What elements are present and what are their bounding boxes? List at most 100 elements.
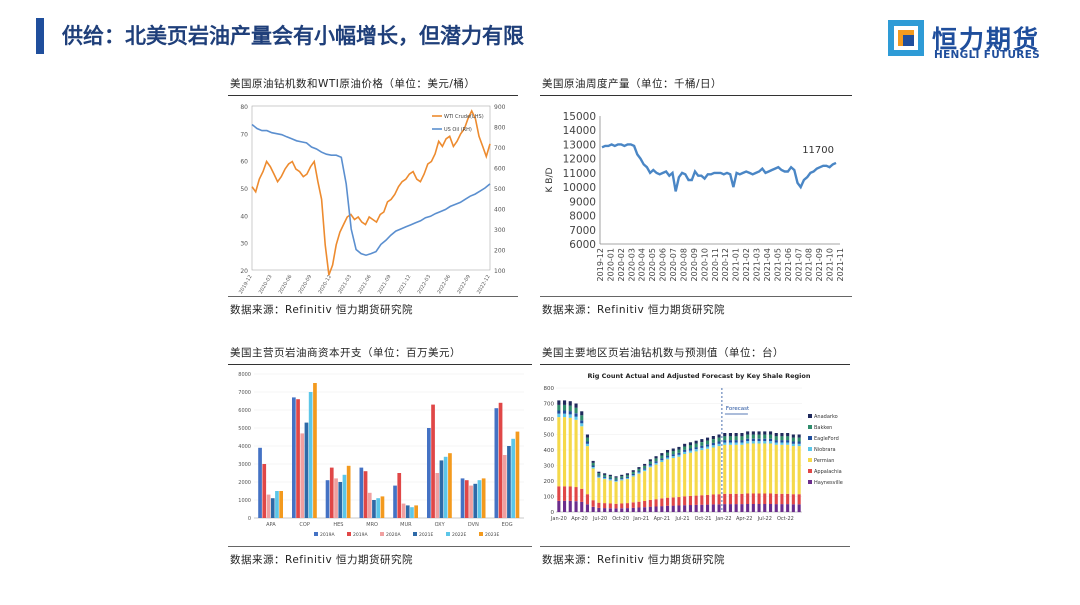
rig-bar-segment-Appalachia bbox=[608, 503, 612, 509]
capex-bar-HES bbox=[346, 465, 351, 518]
rig-bar-segment-Niobrara bbox=[746, 441, 750, 444]
rig-bar-segment-Niobrara bbox=[763, 441, 767, 444]
rig-bar-segment-Haynesville bbox=[614, 508, 618, 512]
rig-bar-segment-Permian bbox=[786, 444, 790, 494]
rig-bar-segment-Appalachia bbox=[769, 493, 773, 504]
x-tick-label: 2021-08 bbox=[805, 248, 814, 281]
company-logo: 恒力期货 HENGLI FUTURES bbox=[888, 20, 1063, 64]
rig-bar-segment-Anadarko bbox=[769, 431, 773, 435]
rig-bar-segment-Niobrara bbox=[603, 477, 607, 480]
rig-bar-segment-Bakken bbox=[688, 445, 692, 449]
page-title: 供给：北美页岩油产量会有小幅增长，但潜力有限 bbox=[62, 24, 524, 48]
rig-bar-segment-Haynesville bbox=[700, 504, 704, 512]
rig-bar-segment-Permian bbox=[614, 481, 618, 504]
rig-bar-segment-EagleFord bbox=[734, 440, 738, 443]
rig-bar-segment-EagleFord bbox=[574, 413, 578, 417]
legend-swatch bbox=[347, 532, 351, 536]
right-tick-label: 400 bbox=[494, 207, 506, 214]
rig-bar-segment-Niobrara bbox=[660, 460, 664, 462]
rig-bar-segment-EagleFord bbox=[723, 440, 727, 443]
rig-bar-segment-Niobrara bbox=[580, 423, 584, 427]
rig-bar-segment-Haynesville bbox=[563, 500, 567, 512]
x-tick-label: 2022-09 bbox=[456, 274, 472, 294]
y-axis-label: K B/D bbox=[545, 167, 555, 192]
rig-bar-segment-Permian bbox=[677, 456, 681, 498]
rig-bar-segment-Anadarko bbox=[740, 433, 744, 437]
rig-bar-segment-Anadarko bbox=[597, 471, 601, 474]
rig-bar-segment-Permian bbox=[654, 464, 658, 500]
rig-bar-segment-Haynesville bbox=[694, 504, 698, 512]
y-tick-label: 1000 bbox=[238, 498, 251, 504]
x-tick-label: Jul-21 bbox=[674, 516, 689, 522]
legend-label: 2023E bbox=[485, 532, 499, 538]
rig-bar-segment-Bakken bbox=[654, 458, 658, 462]
x-tick-label: 2020-05 bbox=[648, 248, 657, 281]
rig-bar-segment-EagleFord bbox=[763, 438, 767, 442]
rig-bar-segment-Appalachia bbox=[557, 486, 561, 501]
left-tick-label: 30 bbox=[240, 241, 248, 248]
source-rule bbox=[540, 546, 850, 547]
right-tick-label: 200 bbox=[494, 248, 506, 255]
rig-bar-segment-Bakken bbox=[740, 436, 744, 441]
rig-bar-segment-Niobrara bbox=[780, 442, 784, 445]
rig-bar-segment-Haynesville bbox=[757, 503, 761, 512]
category-label: OXY bbox=[435, 522, 446, 528]
rig-bar-segment-Haynesville bbox=[597, 508, 601, 512]
rig-bar-segment-Anadarko bbox=[797, 434, 801, 438]
x-tick-label: Jul-20 bbox=[592, 516, 607, 522]
rig-bar-segment-Haynesville bbox=[580, 501, 584, 512]
capex-bar-HES bbox=[325, 480, 330, 518]
rig-bar-segment-Niobrara bbox=[688, 450, 692, 453]
rig-bar-segment-Niobrara bbox=[740, 442, 744, 445]
rig-bar-segment-Permian bbox=[769, 443, 773, 494]
source-note: 数据来源：Refinitiv 恒力期货研究院 bbox=[542, 304, 726, 316]
rig-bar-segment-Niobrara bbox=[694, 449, 698, 452]
rig-bar-segment-Permian bbox=[728, 444, 732, 494]
rig-bar-segment-Anadarko bbox=[648, 459, 652, 462]
rig-bar-segment-Anadarko bbox=[780, 433, 784, 437]
series-line-WTI Crude(LHS) bbox=[251, 109, 491, 276]
legend-label: WTI Crude(LHS) bbox=[444, 114, 484, 120]
legend-swatch bbox=[808, 425, 812, 429]
rig-bar-segment-Appalachia bbox=[717, 494, 721, 505]
category-label: COP bbox=[299, 522, 309, 528]
y-tick-label: 15000 bbox=[563, 111, 596, 123]
rig-bar-segment-Anadarko bbox=[563, 400, 567, 405]
rig-bar-segment-Anadarko bbox=[791, 434, 795, 438]
rig-bar-segment-Permian bbox=[557, 417, 561, 487]
rig-bar-segment-EagleFord bbox=[620, 478, 624, 480]
x-tick-label: 2022-06 bbox=[436, 274, 452, 294]
capex-bar-COP bbox=[296, 399, 300, 518]
title-rule bbox=[540, 364, 850, 365]
right-tick-label: 300 bbox=[494, 227, 506, 234]
rig-bar-segment-EagleFord bbox=[694, 447, 698, 450]
capex-bar-APA bbox=[262, 464, 267, 518]
x-tick-label: 2020-09 bbox=[690, 248, 699, 281]
rig-bar-segment-Bakken bbox=[585, 437, 589, 442]
x-tick-label: Jan-21 bbox=[632, 516, 649, 522]
rig-bar-segment-EagleFord bbox=[597, 475, 601, 477]
rig-bar-segment-Haynesville bbox=[671, 505, 675, 512]
rig-bar-segment-Niobrara bbox=[706, 446, 710, 449]
right-tick-label: 900 bbox=[494, 104, 506, 111]
capex-bar-MRO bbox=[367, 492, 372, 518]
rig-bar-segment-Niobrara bbox=[774, 442, 778, 445]
rig-bar-segment-Appalachia bbox=[711, 494, 715, 505]
x-tick-label: Oct-22 bbox=[777, 516, 794, 522]
rig-bar-segment-Haynesville bbox=[660, 506, 664, 512]
capex-bar-COP bbox=[304, 422, 309, 518]
rig-bar-segment-Niobrara bbox=[757, 441, 761, 444]
rig-bar-segment-Anadarko bbox=[603, 473, 607, 475]
rig-bar-segment-Anadarko bbox=[734, 433, 738, 437]
capex-bar-OXY bbox=[427, 428, 431, 518]
last-value-annotation: 11700 bbox=[802, 145, 834, 156]
rig-bar-segment-Niobrara bbox=[654, 462, 658, 465]
source-note: 数据来源：Refinitiv 恒力期货研究院 bbox=[230, 554, 414, 566]
rig-bar-segment-EagleFord bbox=[728, 440, 732, 443]
right-tick-label: 500 bbox=[494, 186, 506, 193]
rig-bar-segment-Bakken bbox=[757, 434, 761, 439]
x-tick-label: Apr-21 bbox=[654, 516, 671, 522]
capex-bar-HES bbox=[342, 474, 347, 518]
rig-bar-segment-Appalachia bbox=[563, 486, 567, 501]
source-note: 数据来源：Refinitiv 恒力期货研究院 bbox=[230, 304, 414, 316]
